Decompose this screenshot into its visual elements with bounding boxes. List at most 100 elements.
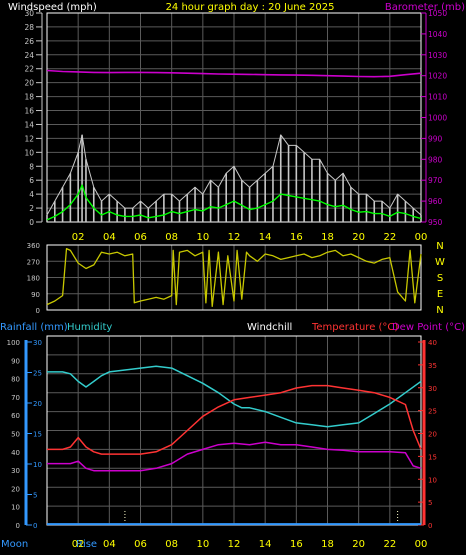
windspeed-tick-label: 4 bbox=[29, 190, 34, 199]
time-tick-label: 16 bbox=[290, 539, 303, 550]
humidity-tick-label: 50 bbox=[11, 431, 20, 439]
gust-line bbox=[46, 134, 422, 216]
temperature-line bbox=[47, 384, 422, 455]
humidity-label: Humidity bbox=[67, 322, 112, 333]
time-tick-label: 06 bbox=[134, 539, 147, 550]
time-tick-label: 10 bbox=[196, 539, 209, 550]
direction-axis-ticks: 360 270 180 90 0 bbox=[27, 242, 40, 315]
time-tick-label: 18 bbox=[321, 539, 334, 550]
windspeed-tick-label: 24 bbox=[24, 51, 34, 60]
time-tick-label: 04 bbox=[103, 539, 116, 550]
humidity-line bbox=[47, 365, 422, 428]
rainfall-label: Rainfall (mm) bbox=[0, 322, 68, 333]
direction-tick-label: 90 bbox=[31, 291, 40, 299]
time-tick-label: 06 bbox=[134, 232, 147, 243]
time-tick-label: 02 bbox=[72, 232, 85, 243]
temperature-panel: Rainfall (mm) Humidity Windchill Tempera… bbox=[0, 322, 465, 550]
time-tick-label: 18 bbox=[321, 232, 334, 243]
wind-line bbox=[46, 184, 422, 221]
time-tick-label: 20 bbox=[352, 539, 365, 550]
humidity-tick-label: 100 bbox=[7, 339, 20, 347]
barometer-tick-label: 960 bbox=[428, 197, 443, 206]
time-tick-label: 12 bbox=[228, 539, 241, 550]
wind-series bbox=[46, 69, 422, 222]
temperature-axis-ticks: 40 35 30 25 20 15 10 5 0 bbox=[418, 339, 437, 530]
humidity-tick-label: 10 bbox=[11, 504, 20, 512]
barometer-tick-label: 980 bbox=[428, 155, 443, 164]
temperature-series bbox=[47, 365, 422, 526]
windspeed-tick-label: 6 bbox=[29, 176, 34, 185]
temperature-tick-label: 25 bbox=[428, 408, 437, 416]
compass-label: N bbox=[436, 305, 443, 316]
direction-frame bbox=[46, 244, 422, 311]
time-tick-label: 10 bbox=[196, 232, 209, 243]
barometer-title: Barometer (mb) bbox=[385, 2, 465, 13]
temperature-tick-label: 35 bbox=[428, 362, 437, 370]
barometer-line bbox=[46, 69, 422, 78]
direction-tick-label: 270 bbox=[27, 258, 40, 266]
windspeed-tick-label: 22 bbox=[24, 65, 34, 74]
temperature-tick-label: 15 bbox=[428, 453, 437, 461]
time-tick-label: 08 bbox=[165, 539, 178, 550]
compass-label: E bbox=[437, 289, 443, 300]
direction-series bbox=[46, 247, 422, 308]
time-tick-label: 04 bbox=[103, 232, 116, 243]
time-tick-label: 14 bbox=[259, 232, 272, 243]
windspeed-title: Windspeed (mph) bbox=[8, 2, 97, 13]
time-tick-label: 20 bbox=[352, 232, 365, 243]
temperature-tick-label: 0 bbox=[428, 522, 432, 530]
barometer-tick-label: 1000 bbox=[428, 114, 447, 123]
humidity-tick-label: 0 bbox=[16, 522, 20, 530]
temperature-tick-label: 40 bbox=[428, 339, 437, 347]
barometer-axis-ticks: 1050 1040 1030 1020 1010 1000 990 980 970 960 950 bbox=[421, 9, 447, 227]
rainfall-tick-label: 25 bbox=[33, 370, 42, 378]
time-tick-label: 00 bbox=[415, 539, 428, 550]
humidity-tick-label: 20 bbox=[11, 485, 20, 493]
graph-title: 24 hour graph day : 20 June 2025 bbox=[166, 2, 335, 13]
compass-label: S bbox=[437, 273, 443, 284]
windchill-label: Windchill bbox=[247, 322, 292, 333]
time-tick-label: 00 bbox=[415, 232, 428, 243]
windspeed-tick-label: 14 bbox=[24, 120, 34, 129]
rise-label: Rise bbox=[76, 539, 97, 550]
temperature-tick-label: 10 bbox=[428, 476, 437, 484]
humidity-tick-label: 90 bbox=[11, 357, 20, 365]
direction-tick-label: 360 bbox=[27, 242, 40, 250]
dewpoint-line bbox=[47, 441, 422, 472]
direction-tick-label: 180 bbox=[27, 275, 40, 283]
direction-tick-label: 0 bbox=[36, 307, 40, 315]
moon-label: Moon bbox=[1, 539, 28, 550]
direction-line bbox=[46, 247, 422, 308]
rainfall-tick-label: 15 bbox=[33, 431, 42, 439]
barometer-tick-label: 1040 bbox=[428, 30, 447, 39]
time-tick-label: 02 bbox=[72, 539, 85, 550]
rainfall-tick-label: 0 bbox=[33, 522, 37, 530]
windspeed-tick-label: 26 bbox=[24, 37, 34, 46]
barometer-tick-label: 990 bbox=[428, 134, 443, 143]
humidity-tick-label: 30 bbox=[11, 467, 20, 475]
windspeed-tick-label: 8 bbox=[29, 162, 34, 171]
rainfall-tick-label: 10 bbox=[33, 461, 42, 469]
humidity-tick-label: 40 bbox=[11, 449, 20, 457]
rainfall-tick-label: 5 bbox=[33, 492, 37, 500]
rainfall-tick-label: 30 bbox=[33, 339, 42, 347]
barometer-tick-label: 1030 bbox=[428, 51, 447, 60]
windspeed-tick-label: 18 bbox=[24, 93, 34, 102]
temperature-label: Temperature (°C) bbox=[311, 322, 398, 333]
windspeed-tick-label: 0 bbox=[29, 218, 34, 227]
time-tick-label: 12 bbox=[228, 232, 241, 243]
rainfall-tick-label: 20 bbox=[33, 400, 42, 408]
compass-label: W bbox=[435, 257, 445, 268]
barometer-tick-label: 970 bbox=[428, 176, 443, 185]
humidity-tick-label: 80 bbox=[11, 376, 20, 384]
humidity-tick-label: 70 bbox=[11, 394, 20, 402]
barometer-tick-label: 1050 bbox=[428, 9, 447, 18]
time-tick-label: 14 bbox=[259, 539, 272, 550]
time-tick-label: 16 bbox=[290, 232, 303, 243]
windspeed-tick-label: 12 bbox=[24, 134, 34, 143]
